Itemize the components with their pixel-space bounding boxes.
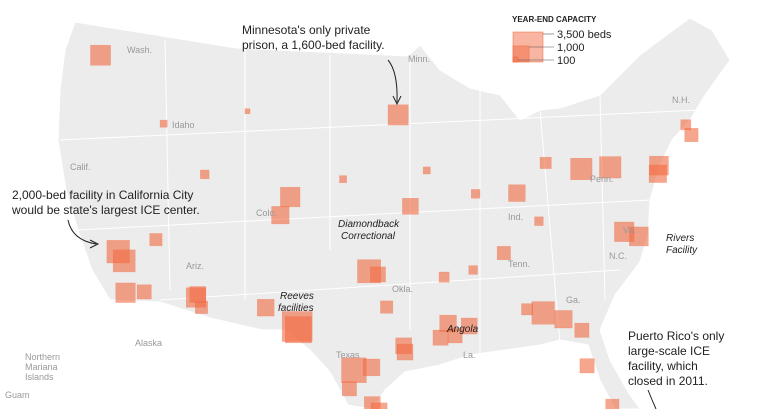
facility [438,271,450,283]
state-label: Colo. [256,208,277,218]
legend-label: 3,500 beds [557,29,612,41]
state-label: Alaska [135,338,162,348]
annotation: closed in 2011. [628,374,708,388]
facility [648,164,667,183]
facility [159,119,168,128]
arrow-head [392,95,402,106]
annotation-arrow [647,389,657,409]
legend-label: 100 [557,55,575,67]
facility [402,198,419,215]
facility-label: facilities [278,303,314,314]
annotation: large-scale ICE [628,344,710,358]
facility [90,44,111,66]
facility-label: Angola [446,324,479,335]
annotation: 2,000-bed facility in California City [12,188,193,202]
facility [468,265,478,275]
facility [370,402,388,409]
facility [508,184,526,202]
facility [471,189,481,199]
facility [284,316,312,344]
state-label: Ind. [508,212,523,222]
state-label: Ga. [566,295,581,305]
facility [432,329,449,346]
facility [271,206,290,225]
facility [534,216,544,226]
state-label: Wash. [127,45,152,55]
state-label: Va. [623,225,636,235]
facility [539,156,552,169]
state-label: Penn. [590,174,614,184]
facility [257,299,275,317]
facility [684,128,699,143]
annotation: facility, which [628,359,698,373]
facility [194,300,208,314]
state-label: Ariz. [186,261,204,271]
facility [554,310,573,329]
facility-label: Rivers [666,233,694,244]
facility-label: Diamondback [338,219,400,230]
facility [115,282,136,303]
facility [244,108,251,115]
facility [200,169,210,180]
territory-label: Mariana [25,362,58,372]
facility [521,303,534,316]
facility [387,104,409,126]
facility-label: Facility [666,245,698,256]
annotation: Puerto Rico's only [628,329,724,343]
legend-title: YEAR-END CAPACITY [512,15,597,24]
facility [136,284,152,300]
facility-label: Correctional [341,231,396,242]
facility [341,357,367,383]
state-borders [59,39,701,355]
state-label: Tenn. [508,259,530,269]
legend-label: 1,000 [557,42,585,54]
facility [574,322,590,338]
state-label: Minn. [408,54,430,64]
facility [339,175,347,184]
facility [280,186,301,208]
annotation: Minnesota's only private [242,23,371,37]
facility [629,226,649,247]
annotation-arrow [67,219,97,245]
facility [395,337,412,355]
facility [380,300,394,314]
facility [149,233,163,247]
legend-square [512,56,519,63]
state-label: Idaho [172,120,195,130]
facility [599,156,622,179]
facility [570,157,593,180]
state-label: Okla. [392,284,413,294]
facility [579,358,595,374]
facility [496,246,511,261]
facility [460,317,478,335]
facility [189,286,206,303]
territory-label: Northern [25,352,60,362]
annotation: prison, a 1,600-bed facility. [242,38,385,52]
facility [370,266,386,283]
annotation-arrow [387,59,398,103]
facilities [90,44,699,409]
state-label: N.H. [672,95,690,105]
facility-label: Reeves [280,291,314,302]
facility [531,301,555,325]
state-label: Calif. [70,162,91,172]
facility [362,358,381,377]
facility [605,398,620,409]
facility [422,166,431,175]
state-label: La. [463,350,476,360]
annotation: would be state's largest ICE center. [11,203,200,217]
facility [112,249,136,273]
state-label: N.C. [609,251,627,261]
territory-label: Islands [25,372,54,382]
arrow-head [89,239,100,249]
state-label: Texas [336,350,360,360]
territory-label: Guam [5,390,30,400]
facility [341,381,357,397]
